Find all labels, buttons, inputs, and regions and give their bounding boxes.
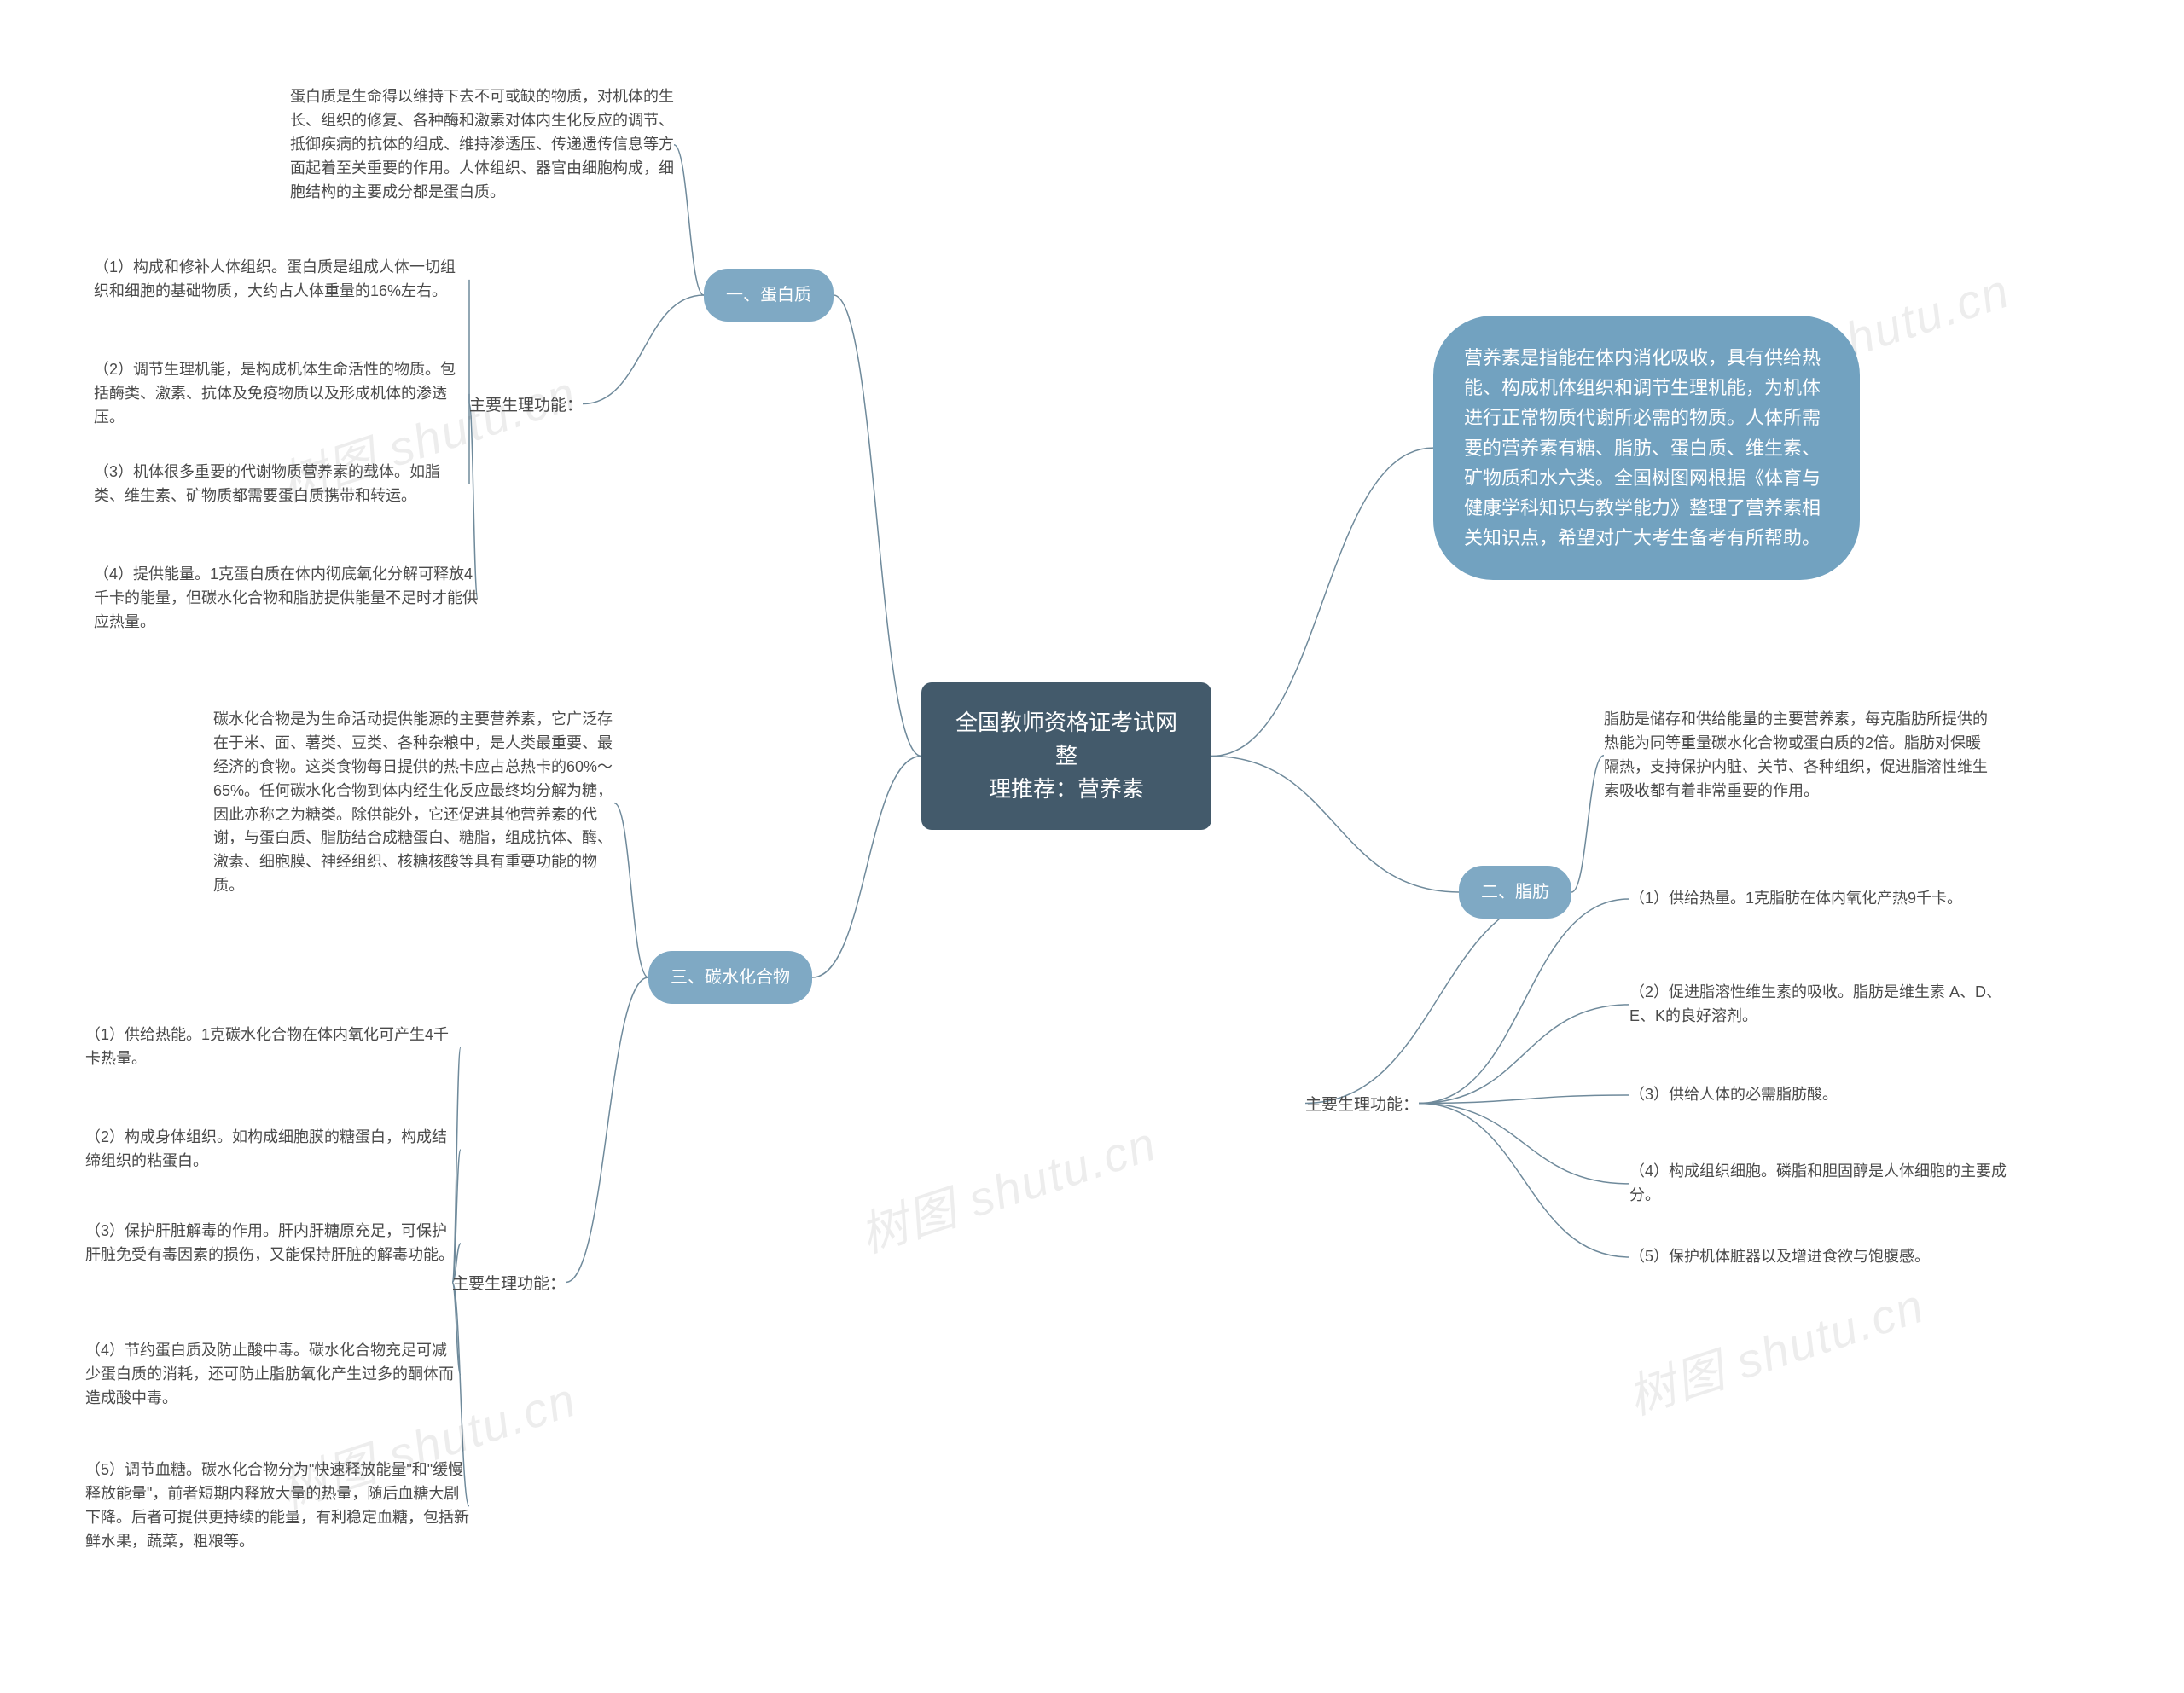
leaf-protein-f2: （2）调节生理机能，是构成机体生命活性的物质。包括酶类、激素、抗体及免疫物质以及… <box>94 358 469 430</box>
leaf-protein-f4: （4）提供能量。1克蛋白质在体内彻底氧化分解可释放4千卡的能量，但碳水化合物和脂… <box>94 563 478 635</box>
section-fat[interactable]: 二、脂肪 <box>1459 866 1571 919</box>
leaf-fat-f2: （2）促进脂溶性维生素的吸收。脂肪是维生素 A、D、E、K的良好溶剂。 <box>1629 981 2013 1029</box>
leaf-carb-f3: （3）保护肝脏解毒的作用。肝内肝糖原充足，可保护肝脏免受有毒因素的损伤，又能保持… <box>85 1220 461 1267</box>
mindmap-canvas: 树图 shutu.cn 树图 shutu.cn 树图 shutu.cn 树图 s… <box>0 0 2184 1693</box>
leaf-fat-f3: （3）供给人体的必需脂肪酸。 <box>1629 1083 1838 1107</box>
label-carb-functions: 主要生理功能： <box>452 1271 566 1294</box>
leaf-protein-f1: （1）构成和修补人体组织。蛋白质是组成人体一切组织和细胞的基础物质，大约占人体重… <box>94 256 469 304</box>
leaf-carb-f2: （2）构成身体组织。如构成细胞膜的糖蛋白，构成结缔组织的粘蛋白。 <box>85 1126 461 1174</box>
watermark: 树图 shutu.cn <box>850 1105 1165 1267</box>
center-title-l1: 全国教师资格证考试网整 <box>949 706 1184 773</box>
leaf-fat-f5: （5）保护机体脏器以及增进食欲与饱腹感。 <box>1629 1245 1930 1269</box>
leaf-protein-f3: （3）机体很多重要的代谢物质营养素的载体。如脂类、维生素、矿物质都需要蛋白质携带… <box>94 461 469 508</box>
center-node[interactable]: 全国教师资格证考试网整 理推荐：营养素 <box>921 682 1211 830</box>
label-protein-functions: 主要生理功能： <box>469 392 583 415</box>
leaf-carb-f4: （4）节约蛋白质及防止酸中毒。碳水化合物充足可减少蛋白质的消耗，还可防止脂肪氧化… <box>85 1339 461 1411</box>
leaf-carb-intro: 碳水化合物是为生命活动提供能源的主要营养素，它广泛存在于米、面、薯类、豆类、各种… <box>213 708 614 898</box>
intro-node[interactable]: 营养素是指能在体内消化吸收，具有供给热能、构成机体组织和调节生理机能，为机体进行… <box>1433 316 1860 580</box>
label-fat-functions: 主要生理功能： <box>1305 1092 1419 1115</box>
section-protein[interactable]: 一、蛋白质 <box>704 269 834 322</box>
leaf-fat-f1: （1）供给热量。1克脂肪在体内氧化产热9千卡。 <box>1629 887 1962 911</box>
leaf-carb-f1: （1）供给热能。1克碳水化合物在体内氧化可产生4千卡热量。 <box>85 1023 461 1071</box>
leaf-fat-f4: （4）构成组织细胞。磷脂和胆固醇是人体细胞的主要成分。 <box>1629 1160 2013 1208</box>
center-title-l2: 理推荐：营养素 <box>949 773 1184 806</box>
leaf-carb-f5: （5）调节血糖。碳水化合物分为"快速释放能量"和"缓慢释放能量"，前者短期内释放… <box>85 1458 469 1554</box>
leaf-protein-intro: 蛋白质是生命得以维持下去不可或缺的物质，对机体的生长、组织的修复、各种酶和激素对… <box>290 85 674 204</box>
leaf-fat-intro: 脂肪是储存和供给能量的主要营养素，每克脂肪所提供的热能为同等重量碳水化合物或蛋白… <box>1604 708 1988 803</box>
watermark: 树图 shutu.cn <box>1618 1267 1932 1429</box>
section-carbohydrate[interactable]: 三、碳水化合物 <box>648 951 812 1004</box>
